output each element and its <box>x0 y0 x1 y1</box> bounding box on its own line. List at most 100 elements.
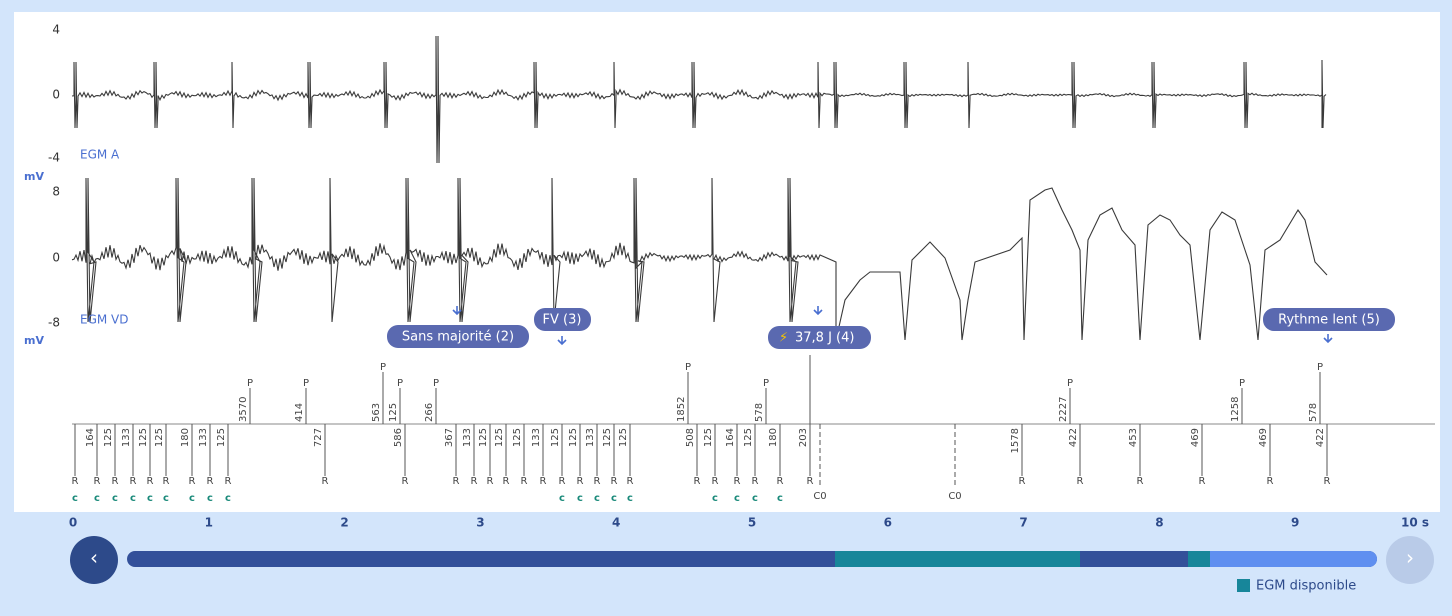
sense-marker: c <box>147 493 153 504</box>
r-interval: 180 <box>768 428 779 447</box>
y-tick-label: 0 <box>52 88 60 102</box>
r-interval: 125 <box>103 428 114 447</box>
r-marker: R <box>1199 476 1206 487</box>
annotation[interactable]: Rythme lent (5) <box>1263 308 1395 344</box>
p-marker: P <box>247 378 253 389</box>
legend-label: EGM disponible <box>1256 579 1356 594</box>
time-tick-label: 4 <box>612 516 620 530</box>
sense-marker: c <box>72 493 78 504</box>
r-marker: R <box>627 476 634 487</box>
button-icon: ‹ <box>90 546 98 570</box>
r-marker: R <box>694 476 701 487</box>
arrow <box>557 336 567 346</box>
p-marker: P <box>1239 378 1245 389</box>
r-marker: R <box>1077 476 1084 487</box>
r-marker: R <box>807 476 814 487</box>
annotation-badge <box>534 308 591 331</box>
arrow <box>813 306 823 316</box>
r-interval: 1578 <box>1010 428 1021 453</box>
r-marker: R <box>72 476 79 487</box>
annotation-badge <box>768 326 871 349</box>
r-interval: 125 <box>703 428 714 447</box>
waveforms <box>71 35 1328 341</box>
p-interval: 1852 <box>676 397 687 422</box>
previous-button[interactable]: ‹ <box>70 536 118 584</box>
r-interval: 125 <box>494 428 505 447</box>
r-interval: 133 <box>121 428 132 447</box>
sense-marker: c <box>112 493 118 504</box>
r-interval: 125 <box>618 428 629 447</box>
next-button[interactable]: › <box>1386 536 1434 584</box>
p-interval: 578 <box>754 403 765 422</box>
annotation[interactable]: ⚡ 37,8 J (4) <box>768 306 871 349</box>
sense-marker: c <box>94 493 100 504</box>
r-interval: 586 <box>393 428 404 447</box>
annotation-label: 37,8 J (4) <box>795 331 854 346</box>
r-interval: 133 <box>585 428 596 447</box>
y-tick-label: 4 <box>52 23 60 37</box>
r-marker: R <box>225 476 232 487</box>
r-interval: 125 <box>478 428 489 447</box>
r-marker: R <box>594 476 601 487</box>
p-interval: 414 <box>294 403 305 422</box>
annotation-label: FV (3) <box>543 313 582 328</box>
time-axis: 0 1 2 3 4 5 6 7 8 9 10 s <box>69 516 1429 530</box>
sense-marker: c <box>594 493 600 504</box>
p-interval: 3570 <box>238 397 249 422</box>
time-tick-label: 10 s <box>1401 516 1429 530</box>
p-marker: P <box>1317 362 1323 373</box>
r-interval: 125 <box>568 428 579 447</box>
unit-label: mV <box>24 334 44 347</box>
sense-marker: c <box>627 493 633 504</box>
r-marker: R <box>487 476 494 487</box>
r-interval: 727 <box>313 428 324 447</box>
p-marker: P <box>763 378 769 389</box>
r-marker: R <box>1267 476 1274 487</box>
r-marker: R <box>189 476 196 487</box>
timeline-scrollbar[interactable] <box>127 551 1377 567</box>
sense-marker: c <box>207 493 213 504</box>
r-marker: R <box>112 476 119 487</box>
p-marker: P <box>1067 378 1073 389</box>
r-marker: R <box>147 476 154 487</box>
egm-segment <box>1188 551 1210 567</box>
p-interval: 266 <box>424 403 435 422</box>
p-marker: P <box>397 378 403 389</box>
r-marker: R <box>207 476 214 487</box>
r-marker: R <box>1324 476 1331 487</box>
p-marker: P <box>433 378 439 389</box>
r-marker: R <box>94 476 101 487</box>
r-interval: 203 <box>798 428 809 447</box>
sense-marker: c <box>163 493 169 504</box>
p-interval: 563 <box>371 403 382 422</box>
p-marker: P <box>380 362 386 373</box>
r-interval: 164 <box>85 428 96 447</box>
annotation[interactable]: Sans majorité (2) <box>387 306 529 348</box>
r-interval: 125 <box>138 428 149 447</box>
r-marker: R <box>471 476 478 487</box>
sense-marker: c <box>611 493 617 504</box>
time-tick-label: 2 <box>340 516 348 530</box>
y-tick-label: -4 <box>48 151 60 165</box>
r-interval: 125 <box>512 428 523 447</box>
button-icon: › <box>1406 546 1414 570</box>
r-interval: 164 <box>725 428 736 447</box>
r-marker: R <box>1019 476 1026 487</box>
annotation[interactable]: FV (3) <box>534 308 591 346</box>
p-interval: 2227 <box>1058 397 1069 422</box>
annotation-badge <box>1263 308 1395 331</box>
annotation-label: Rythme lent (5) <box>1278 313 1380 328</box>
annotation-badge <box>387 325 529 348</box>
marker-channel: P 3570 P 414 P 563 P 125 P 266 P 1852 P 578 P 2227 P 1258… <box>72 355 1435 504</box>
r-marker: R <box>322 476 329 487</box>
p-marker: P <box>685 362 691 373</box>
r-marker: R <box>712 476 719 487</box>
arrow <box>1323 334 1333 344</box>
r-interval: 508 <box>685 428 696 447</box>
r-interval: 469 <box>1258 428 1269 447</box>
time-tick-label: 6 <box>884 516 892 530</box>
r-marker: R <box>559 476 566 487</box>
r-interval: 125 <box>743 428 754 447</box>
time-tick-label: 9 <box>1291 516 1299 530</box>
